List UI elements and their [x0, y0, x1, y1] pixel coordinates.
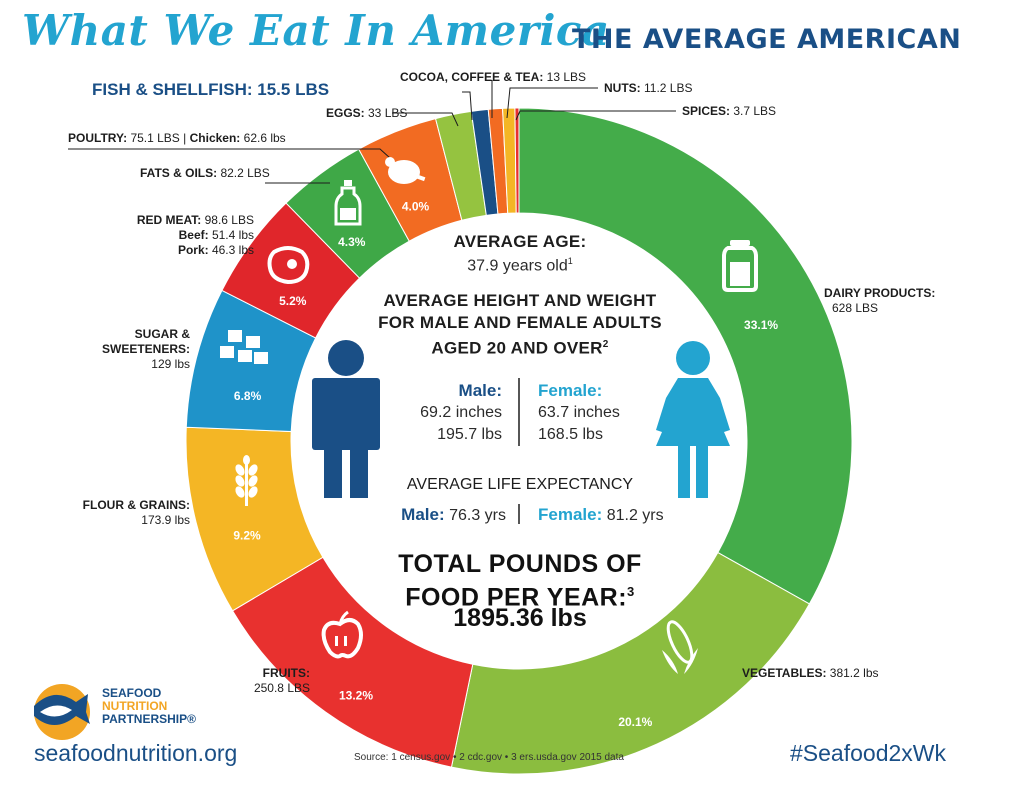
corn-icon [662, 620, 698, 674]
average-age-heading: AVERAGE AGE: [453, 232, 587, 251]
wheat-icon [235, 455, 258, 506]
label-fish-shellfish: FISH & SHELLFISH: 15.5 LBS [92, 80, 330, 99]
average-age-value: 37.9 years old1 [467, 256, 573, 275]
label-flour: FLOUR & GRAINS: 173.9 lbs [82, 498, 190, 527]
total-pounds-value: 1895.36 lbs [453, 604, 587, 632]
label-vegetables: VEGETABLES: 381.2 lbs [742, 666, 879, 680]
label-fats-oils: FATS & OILS: 82.2 LBS [140, 166, 270, 180]
logo-text: SEAFOOD NUTRITION PARTNERSHIP® [102, 686, 196, 726]
percent-label: 5.2% [279, 294, 307, 308]
percent-label: 4.0% [402, 199, 430, 213]
segment-dairy-products [518, 107, 853, 605]
label-spices: SPICES: 3.7 LBS [682, 104, 777, 118]
label-poultry: POULTRY: 75.1 LBS | Chicken: 62.6 lbs [68, 131, 286, 145]
label-dairy: DAIRY PRODUCTS: 628 LBS [824, 286, 936, 315]
average-age-block: AVERAGE AGE: 37.9 years old1 [370, 232, 670, 275]
title-subtitle: THE AVERAGE AMERICAN [572, 24, 962, 55]
height-weight-heading: AVERAGE HEIGHT AND WEIGHT FOR MALE AND F… [378, 291, 662, 358]
segment-vegetables [450, 551, 811, 775]
total-pounds-heading: TOTAL POUNDS OF FOOD PER YEAR:3 [398, 550, 642, 612]
percent-label: 13.2% [339, 688, 373, 702]
life-expectancy-heading: AVERAGE LIFE EXPECTANCY [406, 476, 634, 493]
female-stats: Female: 63.7 inches 168.5 lbs [538, 381, 620, 443]
female-figure-icon [656, 341, 730, 498]
male-figure-icon [312, 340, 380, 498]
male-stats: Male: 69.2 inches 195.7 lbs [420, 381, 502, 443]
segment-spices [514, 107, 520, 214]
oil-bottle-icon [334, 180, 362, 226]
sugar-cubes-icon [220, 330, 268, 364]
apple-icon [321, 610, 363, 659]
footer-url[interactable]: seafoodnutrition.org [34, 740, 238, 766]
leader-lines [68, 80, 676, 184]
percent-label: 6.8% [234, 389, 262, 403]
label-fruits: FRUITS: 250.8 LBS [253, 666, 310, 695]
percent-label: 9.2% [233, 529, 261, 543]
percent-label: 4.3% [338, 235, 366, 249]
label-red-meat: RED MEAT: 98.6 LBS Beef: 51.4 lbs Pork: … [136, 213, 254, 257]
steak-icon [267, 246, 310, 285]
fish-logo-icon [34, 684, 90, 740]
life-female: Female: 81.2 yrs [538, 505, 664, 524]
label-nuts: NUTS: 11.2 LBS [604, 81, 693, 95]
footer-hashtag: #Seafood2xWk [790, 740, 946, 766]
percent-label: 20.1% [618, 715, 652, 729]
milk-jug-icon [722, 240, 758, 292]
label-eggs: EGGS: 33 LBS [326, 106, 408, 120]
percent-label: 33.1% [744, 318, 778, 332]
label-sugar: SUGAR & SWEETENERS: 129 lbs [101, 327, 190, 371]
title-script: What We Eat In America [22, 6, 610, 55]
footer-source: Source: 1 census.gov • 2 cdc.gov • 3 ers… [354, 752, 624, 763]
chicken-icon [385, 157, 426, 184]
life-male: Male: 76.3 yrs [401, 505, 506, 524]
label-cocoa: COCOA, COFFEE & TEA: 13 LBS [400, 70, 587, 84]
